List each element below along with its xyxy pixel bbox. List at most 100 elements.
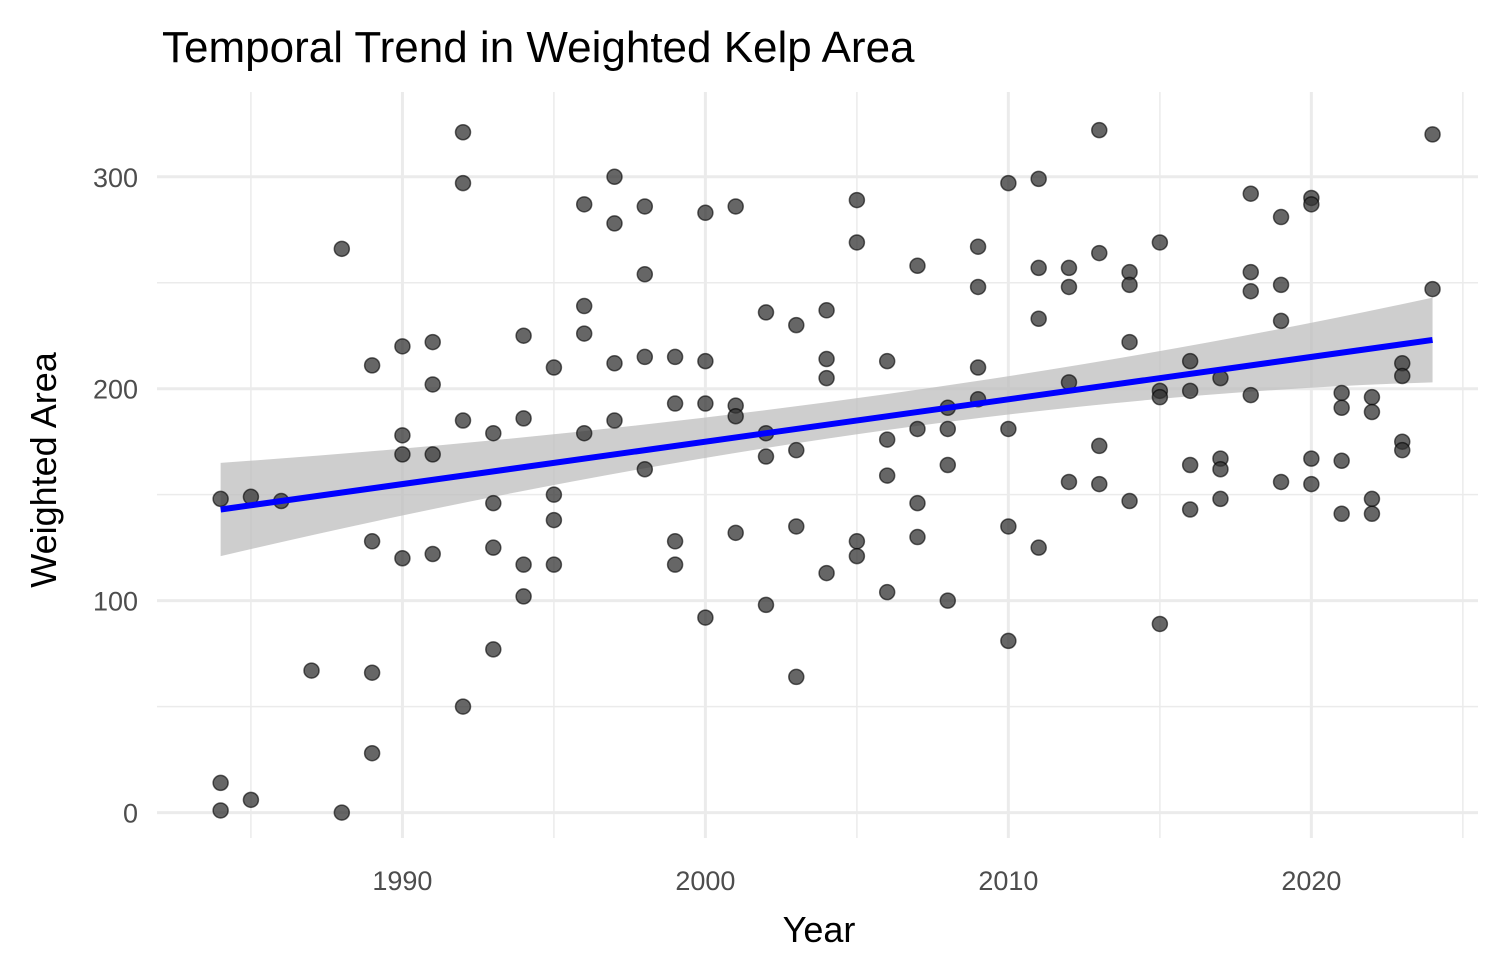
data-point [1242, 263, 1260, 281]
data-point [1000, 174, 1017, 192]
data-point [909, 257, 926, 275]
data-point [1394, 367, 1411, 385]
data-point [788, 518, 805, 535]
data-point [575, 424, 593, 442]
data-point [1394, 441, 1411, 459]
data-point [1091, 244, 1108, 262]
data-point [212, 490, 229, 508]
data-point [424, 446, 441, 463]
data-point [848, 191, 866, 209]
y-tick-label: 200 [93, 375, 138, 405]
data-point [485, 539, 502, 556]
data-point [363, 357, 381, 374]
data-point [1060, 259, 1078, 277]
data-point [545, 359, 563, 376]
data-point [1272, 312, 1290, 330]
data-point [636, 348, 654, 366]
data-point [242, 791, 260, 809]
data-point [303, 662, 320, 679]
data-point [727, 408, 744, 425]
data-point [697, 352, 714, 370]
data-point [969, 278, 987, 296]
data-point [1060, 278, 1078, 296]
y-tick-label: 0 [123, 799, 138, 829]
data-point [1030, 170, 1047, 188]
data-point [1000, 420, 1017, 438]
data-point [848, 547, 866, 565]
data-point [515, 556, 532, 573]
data-point [424, 545, 441, 563]
data-point [333, 240, 351, 258]
data-point [1212, 460, 1229, 478]
data-point [454, 174, 472, 192]
data-point [1091, 437, 1108, 455]
data-point [212, 802, 229, 819]
data-point [575, 325, 593, 342]
x-tick-label: 2020 [1281, 866, 1341, 896]
data-point [697, 609, 714, 626]
data-point [848, 234, 866, 251]
data-point [1091, 475, 1108, 493]
data-point [1333, 384, 1350, 402]
data-point [1333, 399, 1350, 417]
data-point [1000, 632, 1017, 650]
data-point [606, 215, 623, 232]
data-point [1151, 388, 1169, 406]
data-point [1242, 282, 1260, 300]
data-point [606, 168, 623, 186]
data-point [727, 198, 744, 215]
data-point [1181, 382, 1199, 400]
data-point [1303, 196, 1320, 213]
data-point [636, 266, 654, 283]
data-point [606, 355, 623, 372]
data-point [788, 316, 805, 334]
data-point [333, 804, 351, 821]
data-point [1181, 352, 1199, 370]
data-point [939, 456, 957, 474]
data-point [788, 668, 805, 686]
data-point [1272, 208, 1290, 226]
data-point [515, 410, 532, 427]
y-tick-label: 100 [93, 587, 138, 617]
x-axis-ticks: 1990 2000 2010 2020 [372, 866, 1341, 896]
data-point [666, 395, 684, 412]
data-point [969, 359, 987, 376]
data-point [1424, 126, 1441, 143]
data-point [545, 556, 563, 573]
data-point [909, 420, 926, 438]
data-point [1151, 234, 1169, 251]
x-tick-label: 2000 [675, 866, 735, 896]
data-point [1333, 505, 1350, 522]
data-point [757, 448, 775, 465]
data-point [1091, 121, 1108, 139]
data-point [818, 350, 835, 368]
y-axis-title: Weighted Area [23, 351, 64, 587]
x-axis-title: Year [783, 909, 856, 950]
y-tick-label: 300 [93, 163, 138, 193]
data-point [818, 369, 835, 387]
data-point [727, 524, 744, 542]
y-axis-ticks: 0 100 200 300 [93, 163, 138, 829]
data-point [666, 556, 684, 573]
data-point [394, 338, 411, 355]
data-point [757, 596, 775, 614]
data-point [363, 744, 381, 762]
data-point [454, 124, 472, 141]
data-point [394, 427, 411, 444]
data-point [1181, 456, 1199, 474]
data-point [1030, 259, 1047, 277]
data-point [212, 774, 229, 792]
data-point [697, 395, 714, 412]
data-point [909, 528, 926, 546]
data-point [1060, 473, 1078, 491]
data-point [1363, 505, 1381, 522]
data-point [575, 196, 593, 213]
data-point [969, 238, 987, 255]
data-point [1363, 490, 1381, 508]
data-point [878, 431, 896, 448]
data-point [1000, 518, 1017, 535]
data-point [1303, 450, 1320, 467]
data-point [666, 348, 684, 366]
data-point [363, 664, 381, 681]
